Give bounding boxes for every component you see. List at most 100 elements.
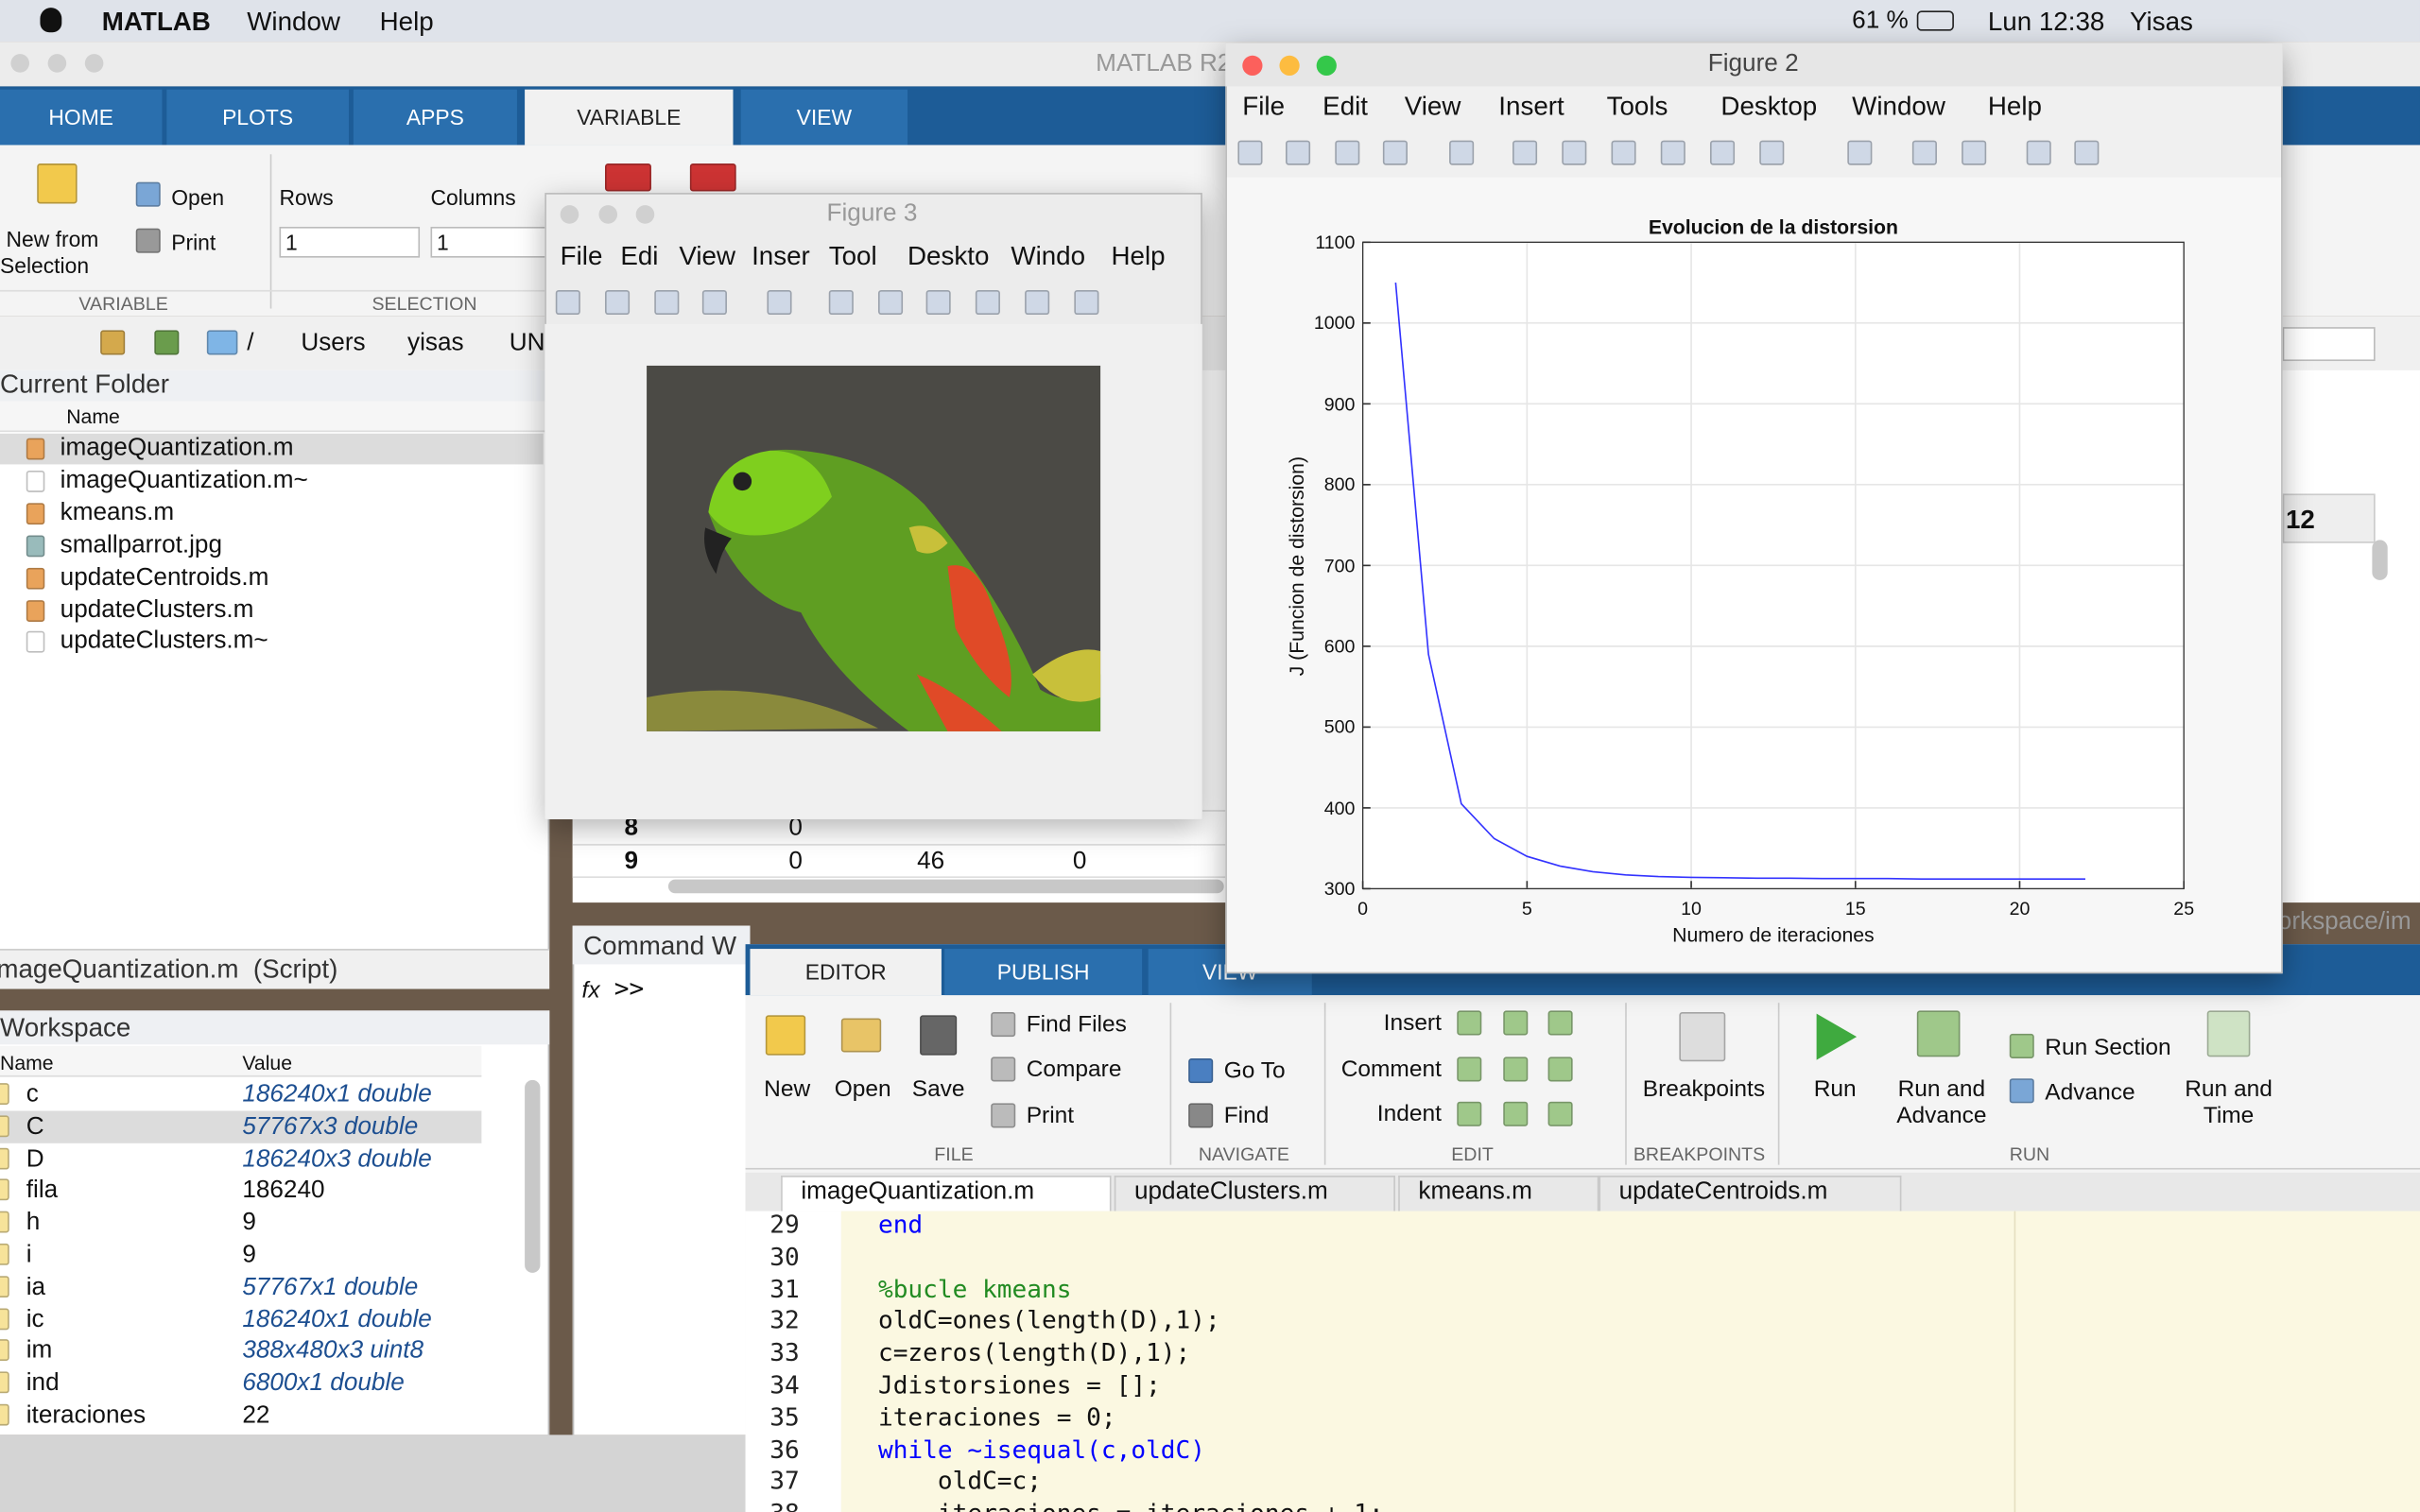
button-label[interactable]: Selection [0,252,90,278]
path-segment[interactable]: UN [509,330,545,357]
file-tab-label[interactable]: updateClusters.m [1133,1178,1328,1206]
path-segment[interactable]: Users [301,330,366,357]
tab-label[interactable]: PLOTS [222,105,294,130]
file-tab-label[interactable]: imageQuantization.m [801,1178,1035,1206]
menu-item[interactable]: Tools [1606,92,1668,122]
menu-item[interactable]: Window [1852,92,1945,122]
tab[interactable] [944,949,1143,996]
variable-name[interactable]: fila [26,1177,59,1205]
tab[interactable] [525,89,734,146]
menu-item[interactable]: Deskto [907,241,990,271]
path-segment[interactable]: / [247,330,254,357]
tab-label[interactable]: PUBLISH [996,959,1090,985]
variable-name[interactable]: ic [26,1306,44,1332]
menu-item[interactable]: Tool [828,241,877,271]
button-label[interactable]: New from [6,226,99,252]
variable-name[interactable]: im [26,1338,53,1365]
button-label[interactable]: Comment [1340,1056,1442,1083]
button-label[interactable]: Save [911,1075,965,1103]
menu-item[interactable]: Windo [1011,241,1086,271]
path-segment[interactable]: yisas [407,330,464,357]
button-label[interactable]: Print [1026,1102,1075,1129]
button-label[interactable]: Advance [1896,1102,1987,1129]
tab[interactable] [353,89,517,146]
tab[interactable] [750,949,942,996]
tab-label[interactable]: VARIABLE [577,105,682,130]
button-label[interactable]: Open [171,184,225,211]
button-label[interactable]: Run and [2185,1075,2273,1103]
tab-label[interactable]: HOME [48,105,113,130]
menu-item[interactable]: View [1404,92,1461,122]
window-button[interactable] [10,54,30,73]
tab-label[interactable]: EDITOR [804,959,887,985]
tab-label[interactable]: VIEW [796,105,853,130]
button-label[interactable]: Indent [1376,1100,1442,1127]
window-button[interactable] [47,54,67,73]
file-tab-label[interactable]: kmeans.m [1418,1178,1532,1206]
column-header-label[interactable]: Value [242,1051,293,1075]
button-label[interactable]: Go To [1223,1057,1286,1084]
button-label[interactable]: Find [1223,1102,1270,1129]
column-header-label[interactable]: Name [66,404,120,429]
column-header-label[interactable]: Name [0,1051,54,1075]
file-name[interactable]: updateCentroids.m [60,563,269,591]
window-button[interactable] [1316,55,1337,76]
button-label[interactable]: Compare [1026,1056,1122,1083]
menu-app[interactable]: MATLAB [101,7,211,37]
button-label[interactable]: Advance [2045,1079,2135,1106]
button-label[interactable]: Open [834,1075,891,1103]
input[interactable] [279,226,421,258]
menu-item[interactable]: View [679,241,736,271]
button-label[interactable]: Run and [1897,1075,1986,1103]
menu-item[interactable]: Help [379,7,434,37]
button-label[interactable]: Run [1813,1075,1857,1103]
file-name[interactable]: imageQuantization.m~ [60,467,308,494]
variable-name[interactable]: iteraciones [26,1402,147,1429]
button-label[interactable]: New [764,1075,811,1103]
tab[interactable] [166,89,349,146]
menu-item[interactable]: Edit [1322,92,1369,122]
window-button[interactable] [598,205,618,224]
menu-item[interactable]: File [1242,92,1286,122]
tab[interactable] [740,89,908,146]
file-tab[interactable] [1398,1176,1599,1211]
menu-item[interactable]: File [560,241,603,271]
tab-label[interactable]: APPS [406,105,464,130]
menu-item[interactable]: Help [1987,92,2042,122]
menu-item[interactable]: Insert [1498,92,1564,122]
button-label[interactable]: Insert [1383,1009,1442,1037]
button-label[interactable]: Breakpoints [1642,1075,1766,1103]
variable-name[interactable]: D [26,1145,44,1173]
menu-item[interactable]: Desktop [1720,92,1818,122]
variable-name[interactable]: c [26,1081,39,1108]
button-label[interactable]: Time [2203,1102,2255,1129]
variable-name[interactable]: ind [26,1370,60,1397]
variable-name[interactable]: h [26,1210,41,1237]
file-tab[interactable] [781,1176,1112,1211]
variable-name[interactable]: C [26,1113,44,1141]
window-button[interactable] [635,205,655,224]
file-tab[interactable] [1114,1176,1395,1211]
button-label[interactable]: Print [171,230,216,255]
window-button[interactable] [1242,55,1263,76]
variable-name[interactable]: ia [26,1274,46,1300]
menu-item[interactable]: Window [247,7,340,37]
window-button[interactable] [1279,55,1300,76]
file-name[interactable]: kmeans.m [60,499,175,526]
file-name[interactable]: updateClusters.m [60,596,254,623]
button-label[interactable]: Find Files [1026,1011,1127,1038]
menu-item[interactable]: Inser [752,241,810,271]
variable-name[interactable]: i [26,1242,32,1269]
menu-item[interactable]: Edi [620,241,659,271]
window-button[interactable] [560,205,579,224]
file-tab-label[interactable]: updateCentroids.m [1618,1178,1828,1206]
tab[interactable] [0,89,163,146]
file-tab[interactable] [1599,1176,1902,1211]
search-box[interactable] [2282,327,2376,362]
menu-item[interactable]: Help [1111,241,1166,271]
button-label[interactable]: Run Section [2045,1034,2171,1061]
file-name[interactable]: smallparrot.jpg [60,531,222,558]
file-name[interactable]: imageQuantization.m [60,435,294,462]
window-button[interactable] [84,54,104,73]
file-name[interactable]: updateClusters.m~ [60,628,268,655]
